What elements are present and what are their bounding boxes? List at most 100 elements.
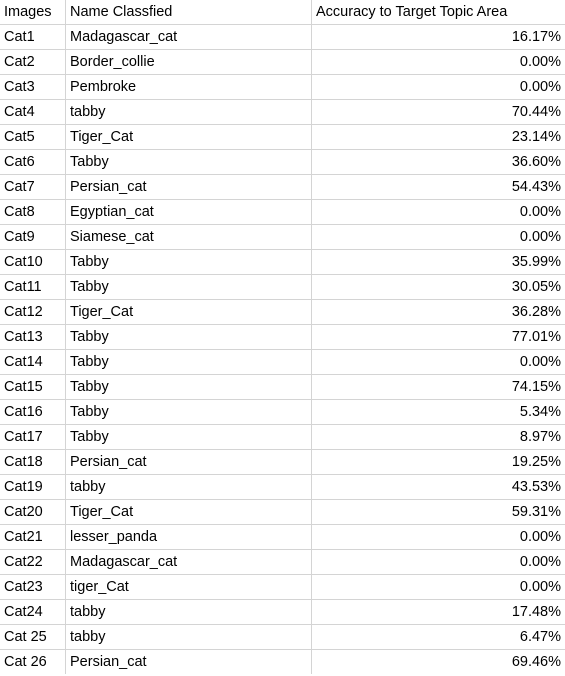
cell-accuracy[interactable]: 0.00% — [311, 74, 565, 100]
cell-accuracy[interactable]: 77.01% — [311, 324, 565, 350]
cell-image[interactable]: Cat21 — [0, 524, 66, 550]
cell-accuracy[interactable]: 69.46% — [311, 649, 565, 674]
cell-accuracy[interactable]: 17.48% — [311, 599, 565, 625]
cell-accuracy[interactable]: 0.00% — [311, 224, 565, 250]
table-row: Cat20 Tiger_Cat 59.31% — [0, 499, 565, 525]
table-row: Cat23 tiger_Cat 0.00% — [0, 574, 565, 600]
cell-name[interactable]: Tabby — [65, 374, 312, 400]
cell-image[interactable]: Cat24 — [0, 599, 66, 625]
cell-image[interactable]: Cat10 — [0, 249, 66, 275]
cell-name[interactable]: Tiger_Cat — [65, 124, 312, 150]
cell-name[interactable]: tabby — [65, 599, 312, 625]
table-row: Cat 25 tabby 6.47% — [0, 624, 565, 650]
cell-name[interactable]: tabby — [65, 474, 312, 500]
cell-name[interactable]: Egyptian_cat — [65, 199, 312, 225]
cell-accuracy[interactable]: 54.43% — [311, 174, 565, 200]
cell-accuracy[interactable]: 8.97% — [311, 424, 565, 450]
cell-name[interactable]: tiger_Cat — [65, 574, 312, 600]
cell-name[interactable]: Madagascar_cat — [65, 24, 312, 50]
table-row: Cat8 Egyptian_cat 0.00% — [0, 199, 565, 225]
cell-image[interactable]: Cat20 — [0, 499, 66, 525]
table-row: Cat11 Tabby 30.05% — [0, 274, 565, 300]
cell-accuracy[interactable]: 74.15% — [311, 374, 565, 400]
cell-name[interactable]: Tabby — [65, 424, 312, 450]
cell-name[interactable]: Pembroke — [65, 74, 312, 100]
cell-name[interactable]: Madagascar_cat — [65, 549, 312, 575]
cell-name[interactable]: tabby — [65, 624, 312, 650]
cell-name[interactable]: Tabby — [65, 324, 312, 350]
cell-name[interactable]: Persian_cat — [65, 649, 312, 674]
cell-accuracy[interactable]: 0.00% — [311, 49, 565, 75]
cell-image[interactable]: Cat15 — [0, 374, 66, 400]
cell-image[interactable]: Cat1 — [0, 24, 66, 50]
table-row: Cat6 Tabby 36.60% — [0, 149, 565, 175]
cell-accuracy[interactable]: 0.00% — [311, 549, 565, 575]
cell-accuracy[interactable]: 0.00% — [311, 349, 565, 375]
cell-image[interactable]: Cat18 — [0, 449, 66, 475]
cell-accuracy[interactable]: 0.00% — [311, 524, 565, 550]
cell-image[interactable]: Cat6 — [0, 149, 66, 175]
table-row: Cat12 Tiger_Cat 36.28% — [0, 299, 565, 325]
cell-name[interactable]: Siamese_cat — [65, 224, 312, 250]
cell-accuracy[interactable]: 36.28% — [311, 299, 565, 325]
cell-image[interactable]: Cat5 — [0, 124, 66, 150]
cell-accuracy[interactable]: 23.14% — [311, 124, 565, 150]
cell-accuracy[interactable]: 35.99% — [311, 249, 565, 275]
cell-name[interactable]: Tabby — [65, 349, 312, 375]
cell-image[interactable]: Cat 26 — [0, 649, 66, 674]
cell-image[interactable]: Cat16 — [0, 399, 66, 425]
table-row: Cat 26 Persian_cat 69.46% — [0, 649, 565, 674]
cell-image[interactable]: Cat11 — [0, 274, 66, 300]
cell-image[interactable]: Cat4 — [0, 99, 66, 125]
cell-accuracy[interactable]: 59.31% — [311, 499, 565, 525]
cell-name[interactable]: Persian_cat — [65, 174, 312, 200]
cell-name[interactable]: Tabby — [65, 249, 312, 275]
table-row: Cat1 Madagascar_cat 16.17% — [0, 24, 565, 50]
cell-image[interactable]: Cat23 — [0, 574, 66, 600]
cell-name[interactable]: Persian_cat — [65, 449, 312, 475]
cell-accuracy[interactable]: 0.00% — [311, 574, 565, 600]
header-cell-images[interactable]: Images — [0, 0, 66, 25]
cell-name[interactable]: Tabby — [65, 399, 312, 425]
cell-image[interactable]: Cat2 — [0, 49, 66, 75]
cell-image[interactable]: Cat17 — [0, 424, 66, 450]
cell-image[interactable]: Cat19 — [0, 474, 66, 500]
cell-image[interactable]: Cat3 — [0, 74, 66, 100]
header-cell-accuracy[interactable]: Accuracy to Target Topic Area — [311, 0, 565, 25]
cell-name[interactable]: Tabby — [65, 149, 312, 175]
cell-image[interactable]: Cat12 — [0, 299, 66, 325]
cell-accuracy[interactable]: 5.34% — [311, 399, 565, 425]
cell-accuracy[interactable]: 36.60% — [311, 149, 565, 175]
cell-accuracy[interactable]: 6.47% — [311, 624, 565, 650]
cell-name[interactable]: tabby — [65, 99, 312, 125]
table-row: Cat22 Madagascar_cat 0.00% — [0, 549, 565, 575]
cell-accuracy[interactable]: 43.53% — [311, 474, 565, 500]
cell-image[interactable]: Cat 25 — [0, 624, 66, 650]
cell-image[interactable]: Cat22 — [0, 549, 66, 575]
cell-image[interactable]: Cat14 — [0, 349, 66, 375]
cell-accuracy[interactable]: 0.00% — [311, 199, 565, 225]
table-row: Cat3 Pembroke 0.00% — [0, 74, 565, 100]
cell-accuracy[interactable]: 16.17% — [311, 24, 565, 50]
cell-image[interactable]: Cat8 — [0, 199, 66, 225]
cell-name[interactable]: lesser_panda — [65, 524, 312, 550]
table-row: Cat15 Tabby 74.15% — [0, 374, 565, 400]
cell-image[interactable]: Cat9 — [0, 224, 66, 250]
cell-name[interactable]: Tiger_Cat — [65, 499, 312, 525]
cell-name[interactable]: Tabby — [65, 274, 312, 300]
cell-image[interactable]: Cat7 — [0, 174, 66, 200]
table-row: Cat7 Persian_cat 54.43% — [0, 174, 565, 200]
table-row: Cat17 Tabby 8.97% — [0, 424, 565, 450]
cell-name[interactable]: Tiger_Cat — [65, 299, 312, 325]
cell-name[interactable]: Border_collie — [65, 49, 312, 75]
table-row: Cat14 Tabby 0.00% — [0, 349, 565, 375]
header-cell-name[interactable]: Name Classfied — [65, 0, 312, 25]
cell-accuracy[interactable]: 19.25% — [311, 449, 565, 475]
table-row: Cat4 tabby 70.44% — [0, 99, 565, 125]
cell-accuracy[interactable]: 70.44% — [311, 99, 565, 125]
table-row: Cat9 Siamese_cat 0.00% — [0, 224, 565, 250]
table-row: Cat13 Tabby 77.01% — [0, 324, 565, 350]
cell-accuracy[interactable]: 30.05% — [311, 274, 565, 300]
cell-image[interactable]: Cat13 — [0, 324, 66, 350]
